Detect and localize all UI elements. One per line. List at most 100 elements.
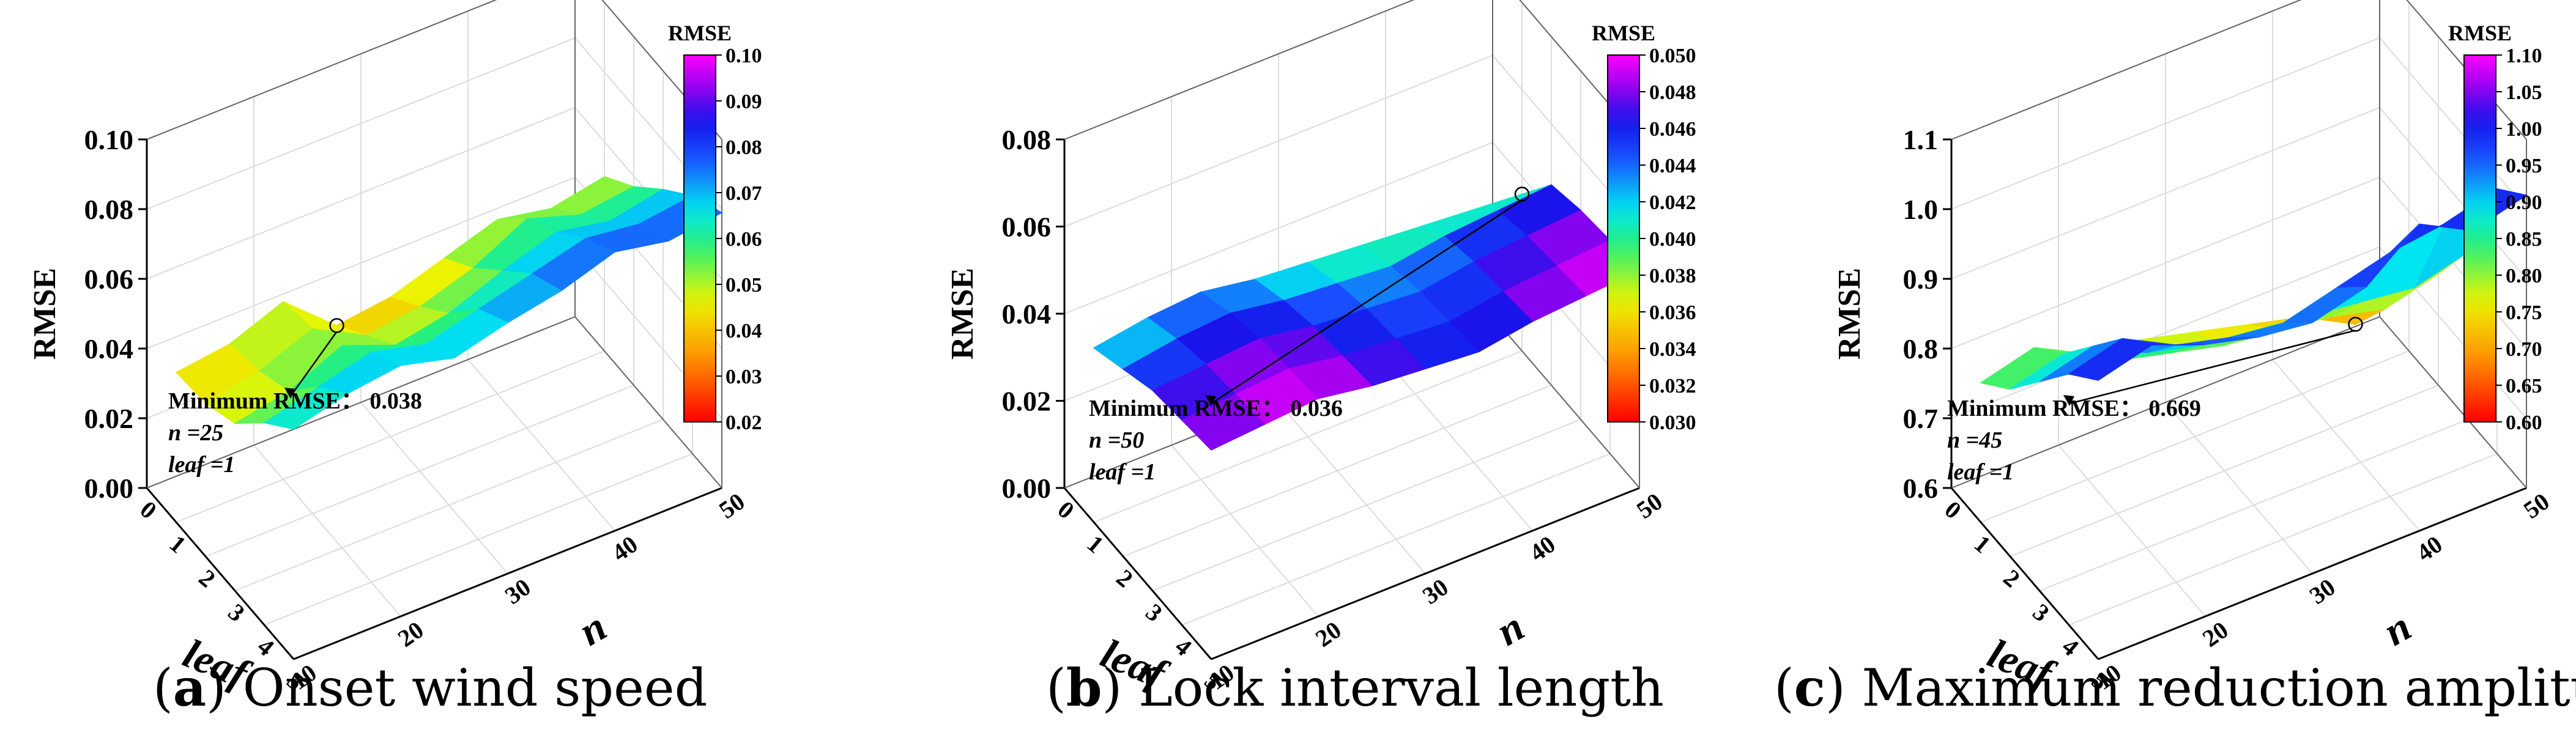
leaf-axis-line (1950, 487, 2099, 660)
box-edge (1951, 0, 2302, 140)
colorbar-tick-label: 1.05 (2506, 81, 2542, 104)
leaf-axis-line (1063, 487, 1212, 660)
z-tick-label: 0.00 (84, 473, 134, 504)
colorbar-tick-label: 0.032 (1649, 375, 1696, 397)
z-tick-label: 0.08 (84, 194, 134, 225)
box-edge (1492, 316, 1640, 489)
annotation-min-rmse: Minimum RMSE： 0.669 (1947, 396, 2201, 421)
colorbar-title: RMSE (668, 21, 732, 45)
colorbar (683, 54, 716, 423)
colorbar-tick-label: 0.050 (1649, 45, 1696, 67)
z-tick-label: 0.02 (1002, 386, 1052, 417)
colorbar-tick-label: 0.09 (726, 90, 762, 113)
caption-b: (b) Lock interval length (1046, 657, 1664, 718)
leaf-tick-label: 0 (1053, 495, 1080, 524)
box-edge (2406, 0, 2527, 140)
leaf-tick-label: 1 (165, 530, 191, 558)
caption-text-c: Maximum reduction amplitude (1861, 658, 2576, 718)
colorbar-title: RMSE (1592, 21, 1655, 45)
n-tick-label: 50 (714, 487, 750, 524)
axes (1950, 139, 2527, 660)
annotation-arrowhead (1205, 395, 1216, 406)
box-edge (1951, 316, 2380, 489)
z-tick-label: 1.0 (1903, 194, 1939, 225)
chart-panel-a: 0.000.020.040.060.080.100123451020304050… (28, 0, 762, 698)
colorbar-tick-label: 0.02 (726, 412, 762, 434)
box-edge (2379, 316, 2527, 489)
colorbar-tick-label: 0.036 (1649, 301, 1696, 324)
annotation-arrowhead (284, 388, 295, 399)
n-tick-label: 30 (2304, 573, 2340, 610)
leaf-tick-label: 1 (1082, 530, 1109, 558)
z-tick-label: 0.02 (84, 403, 134, 434)
colorbar-tick-label: 0.80 (2506, 265, 2542, 287)
colorbar-tick-label: 0.90 (2506, 191, 2542, 214)
colorbar-tick-label: 0.95 (2506, 155, 2542, 177)
colorbar-tick-label: 0.03 (726, 366, 762, 388)
n-axis-line (2098, 487, 2527, 660)
colorbar-tick-label: 0.034 (1649, 338, 1696, 361)
chart-panel-c: 0.60.70.80.91.01.10123451020304050RMSEle… (1832, 0, 2555, 698)
colorbar-tick-label: 0.85 (2506, 228, 2542, 251)
surface-facet (2068, 338, 2153, 381)
n-tick-label: 20 (393, 616, 429, 652)
caption-letter-b: b (1066, 657, 1102, 718)
n-axis-label: n (1488, 603, 1532, 655)
n-tick-label: 40 (2411, 530, 2448, 567)
colorbar-tick-label: 0.046 (1649, 118, 1696, 141)
caption-letter-c: c (1794, 657, 1825, 718)
leaf-tick-label: 2 (1999, 564, 2025, 593)
colorbar (2463, 54, 2496, 423)
z-tick-label: 0.06 (1002, 212, 1052, 243)
n-tick-label: 50 (2518, 487, 2555, 524)
n-axis-label: n (2375, 603, 2419, 655)
n-tick-label: 50 (1631, 487, 1668, 524)
z-tick-label: 0.00 (1002, 473, 1052, 504)
z-tick-label: 0.6 (1903, 473, 1939, 504)
annotation-n: n =45 (1947, 427, 2002, 453)
caption-letter-a: a (173, 657, 207, 718)
leaf-tick-label: 2 (194, 564, 221, 593)
n-tick-label: 30 (500, 573, 536, 610)
annotation-n: n =25 (168, 420, 223, 446)
annotation-min-rmse: Minimum RMSE： 0.038 (168, 388, 422, 414)
n-axis-line (293, 487, 722, 660)
annotation-leaf: leaf =1 (1947, 459, 2014, 485)
box-edge (146, 0, 497, 140)
z-tick-label: 0.7 (1903, 403, 1939, 434)
leaf-tick-label: 3 (1141, 598, 1168, 627)
surface (1093, 184, 1641, 451)
box-edge (1064, 0, 1415, 140)
annotation-min-rmse: Minimum RMSE： 0.036 (1089, 396, 1343, 421)
z-tick-label: 0.04 (84, 333, 134, 364)
colorbar-tick-label: 1.10 (2506, 45, 2542, 67)
z-tick-label: 0.08 (1002, 124, 1052, 155)
z-tick-label: 0.06 (84, 264, 134, 295)
annotation-arrow-line (289, 331, 338, 397)
z-tick-label: 0.04 (1002, 298, 1052, 330)
colorbar-title: RMSE (2448, 21, 2512, 45)
n-tick-label: 20 (2197, 616, 2233, 652)
leaf-tick-label: 3 (2028, 598, 2055, 627)
annotation-leaf: leaf =1 (168, 452, 235, 478)
colorbar-tick-label: 0.044 (1649, 155, 1696, 177)
colorbar-tick-label: 0.65 (2506, 375, 2542, 397)
colorbar-tick-label: 0.07 (726, 182, 762, 205)
annotation-arrowhead (2063, 395, 2074, 406)
leaf-axis-line (146, 487, 295, 660)
annotation-arrow-line (1211, 199, 1523, 405)
colorbar-tick-label: 0.042 (1649, 191, 1696, 214)
n-axis-line (1211, 487, 1640, 660)
colorbar-tick-label: 0.048 (1649, 81, 1696, 104)
surface-facet (263, 386, 349, 430)
caption-a: (a) Onset wind speed (153, 657, 708, 718)
colorbar-tick-label: 0.04 (726, 320, 762, 342)
annotation-n: n =50 (1089, 427, 1144, 453)
colorbar (1607, 54, 1640, 423)
colorbar-tick-label: 0.70 (2506, 338, 2542, 361)
colorbar-tick-label: 0.05 (726, 274, 762, 297)
chart-panel-b: 0.000.020.040.060.080123451020304050RMSE… (945, 0, 1696, 698)
caption-text-a: Onset wind speed (242, 658, 708, 718)
n-tick-label: 30 (1417, 573, 1453, 610)
